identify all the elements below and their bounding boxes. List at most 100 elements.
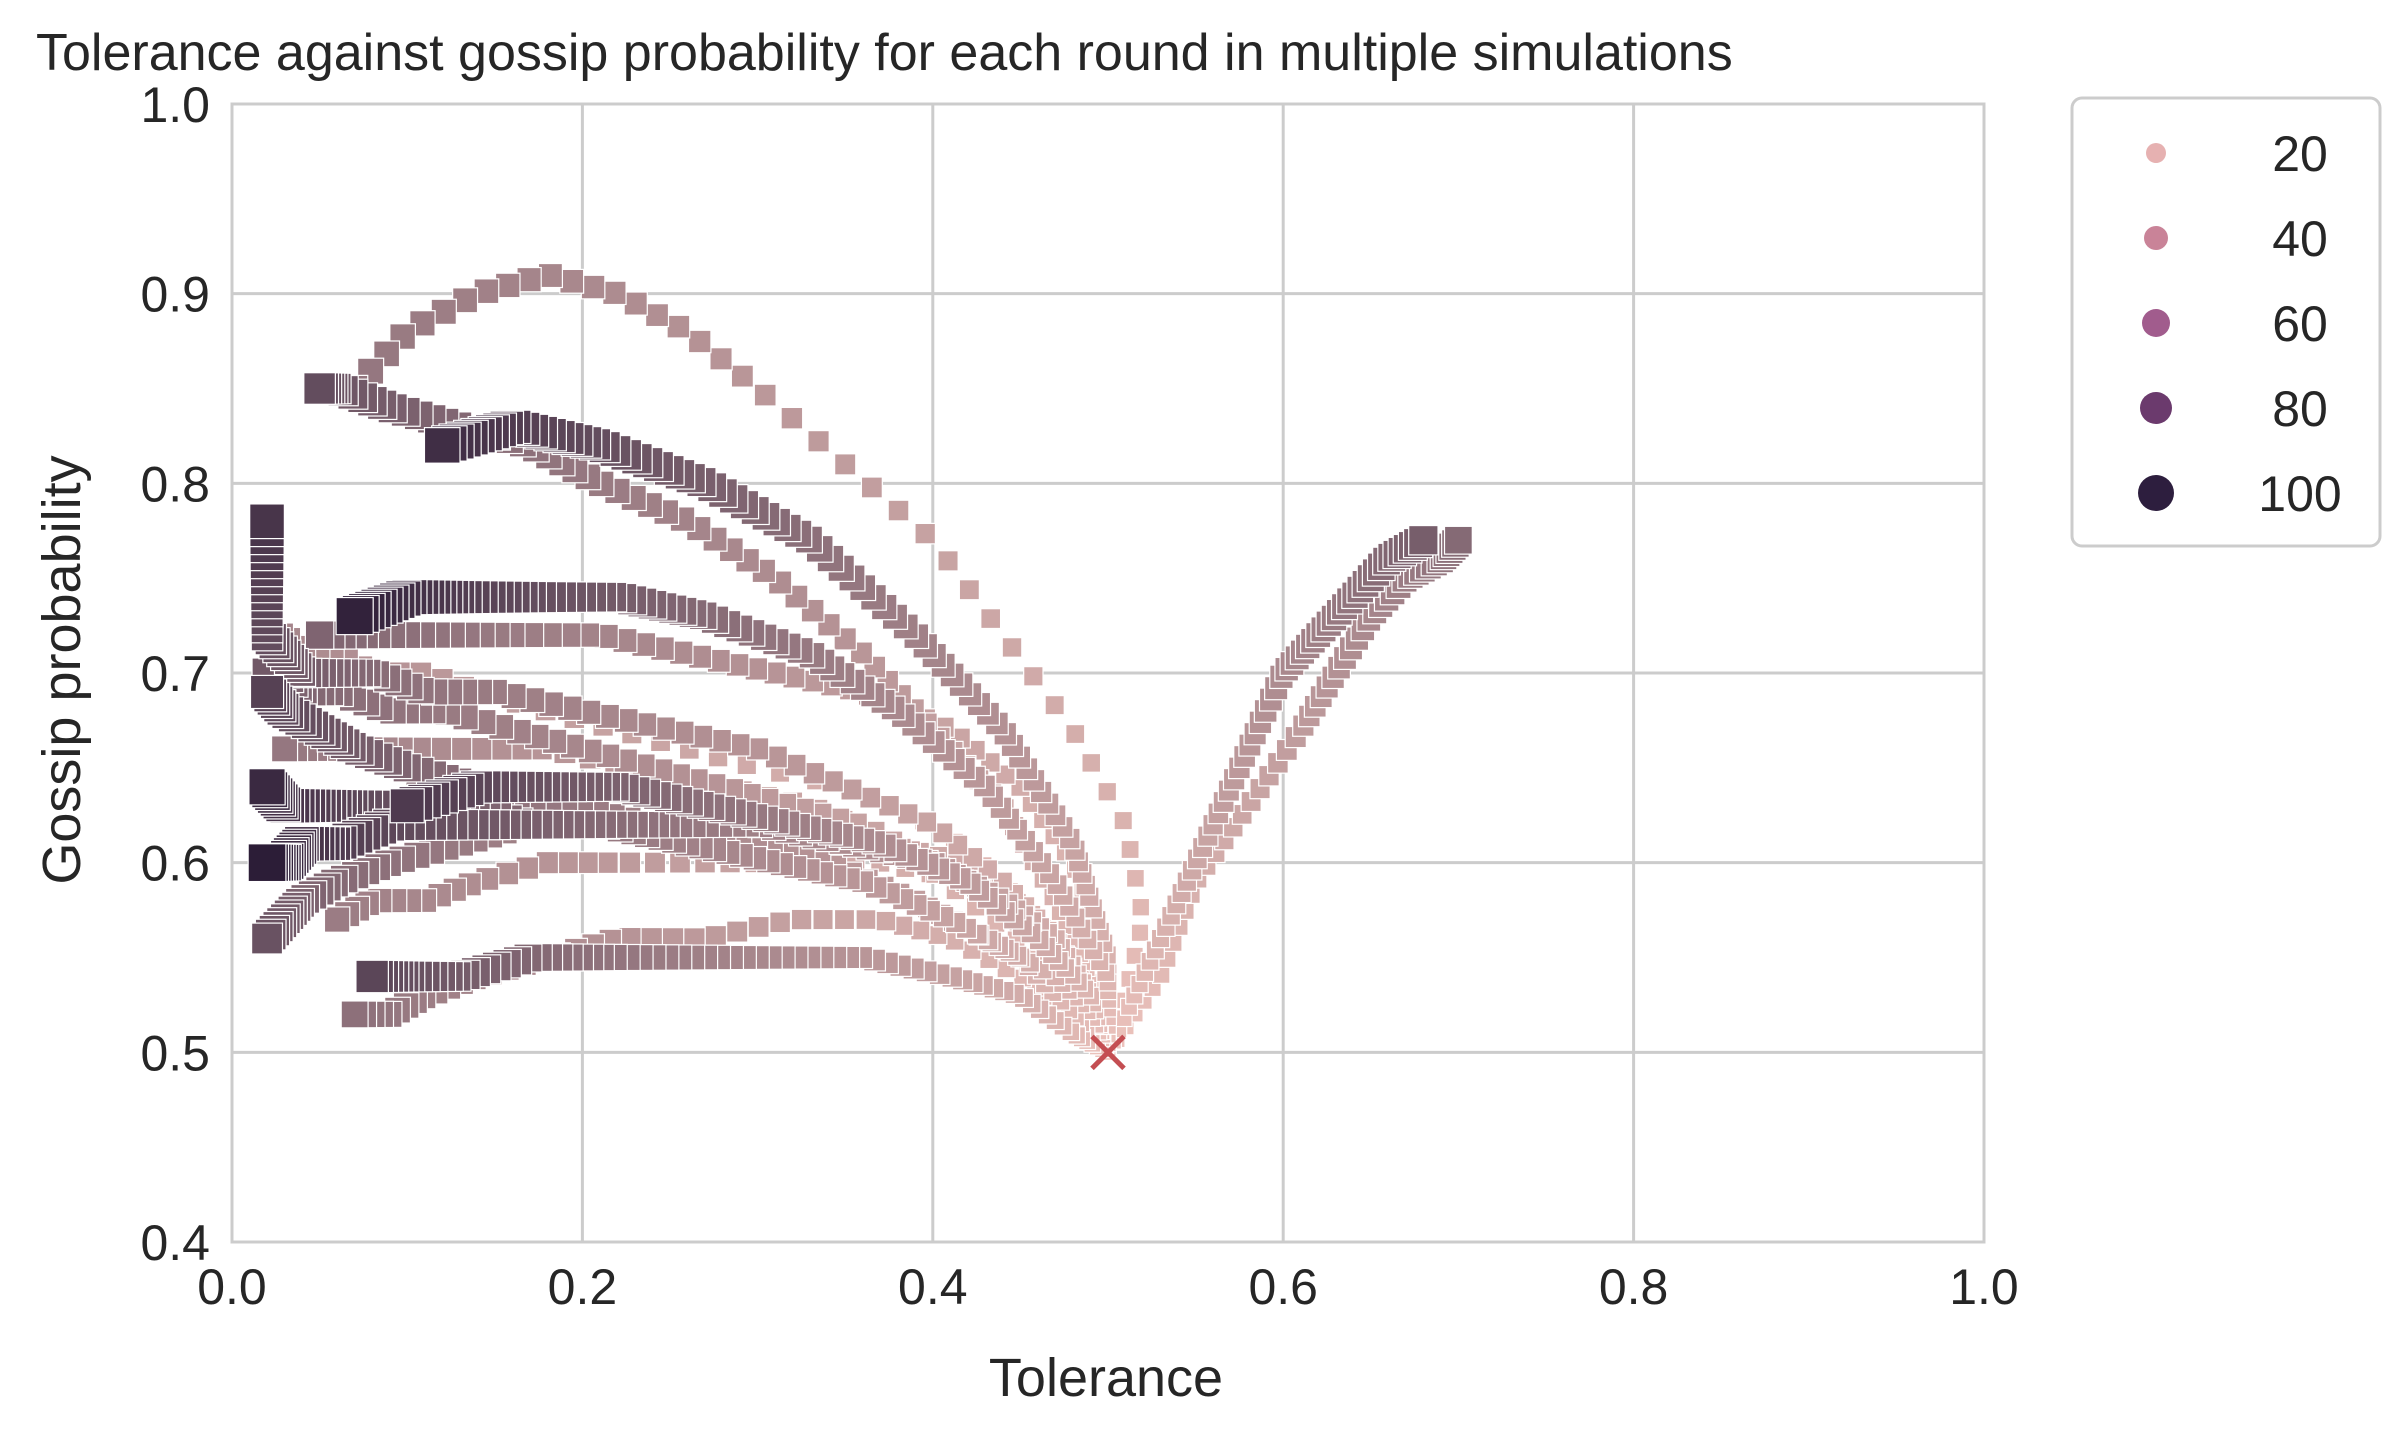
data-point: [494, 272, 521, 299]
legend-marker: [2142, 309, 2170, 337]
data-point: [878, 794, 900, 817]
data-point: [747, 915, 770, 938]
data-point: [932, 822, 954, 844]
data-point: [643, 851, 667, 874]
plot-frame: [230, 102, 1986, 1244]
data-point: [303, 372, 336, 405]
data-point: [596, 851, 619, 875]
data-point: [1130, 923, 1150, 943]
data-point: [840, 778, 863, 801]
data-point: [559, 268, 585, 294]
legend-label: 40: [2272, 211, 2328, 267]
chart-title: Tolerance against gossip probability for…: [36, 24, 1733, 82]
data-point: [790, 908, 813, 931]
data-point: [687, 329, 712, 354]
x-axis-label: Tolerance: [989, 1348, 1223, 1408]
start-marker: [1090, 1034, 1126, 1071]
x-tick-label: 0.4: [898, 1259, 968, 1315]
data-point: [915, 811, 938, 833]
data-point: [1131, 897, 1151, 917]
data-point: [249, 674, 285, 710]
data-point: [807, 430, 830, 453]
y-tick-label: 0.7: [140, 646, 210, 702]
data-point: [1113, 810, 1133, 831]
legend-marker: [2144, 226, 2168, 250]
data-point: [340, 1000, 369, 1029]
start-point-stroke-b: [1090, 1034, 1126, 1071]
data-point: [575, 851, 599, 875]
y-tick-label: 0.4: [140, 1215, 210, 1271]
data-point: [357, 357, 385, 385]
x-tick-label: 0.2: [548, 1259, 618, 1315]
data-point: [304, 620, 335, 650]
x-tick-label: 1.0: [1949, 1259, 2019, 1315]
data-point: [937, 550, 959, 572]
data-point: [1065, 723, 1086, 745]
data-point: [860, 476, 883, 499]
data-point: [1120, 839, 1140, 860]
grid: [230, 102, 1986, 1244]
data-point: [896, 803, 919, 825]
data-point: [1081, 752, 1102, 773]
y-tick-label: 0.9: [140, 267, 210, 323]
data-marks: [247, 262, 1473, 1061]
data-point: [250, 922, 284, 955]
data-point: [834, 453, 857, 476]
data-point: [1001, 637, 1023, 658]
data-point: [270, 735, 299, 763]
data-point: [335, 596, 374, 636]
x-tick-label: 0.0: [197, 1259, 267, 1315]
data-point: [645, 303, 670, 328]
data-point: [730, 364, 754, 388]
legend-marker: [2140, 392, 2172, 424]
data-point: [812, 908, 834, 931]
data-point: [859, 786, 882, 809]
data-point: [537, 262, 564, 289]
data-point: [602, 280, 627, 306]
x-tick-label: 0.6: [1248, 1259, 1318, 1315]
data-point: [769, 911, 792, 934]
data-point: [355, 959, 389, 994]
data-point: [618, 851, 642, 874]
data-point: [726, 920, 749, 943]
data-point: [555, 851, 579, 875]
y-tick-label: 0.8: [140, 456, 210, 512]
data-point: [580, 274, 606, 300]
data-point: [1097, 781, 1118, 802]
data-point: [753, 383, 777, 407]
data-point: [248, 768, 286, 806]
data-point: [875, 910, 897, 932]
legend-label: 100: [2258, 466, 2341, 522]
data-point: [833, 908, 856, 931]
legend-box: [2070, 96, 2382, 548]
data-point: [473, 278, 500, 305]
data-point: [515, 856, 540, 880]
data-point: [323, 906, 351, 933]
data-point: [468, 736, 493, 761]
data-point: [887, 499, 910, 522]
y-tick-label: 0.5: [140, 1025, 210, 1081]
data-point: [709, 347, 733, 371]
legend-label: 20: [2272, 126, 2328, 182]
legend-label: 80: [2272, 381, 2328, 437]
data-point: [389, 788, 425, 824]
axes-frame: [230, 102, 1986, 1244]
data-point: [1443, 525, 1473, 555]
legend-marker: [2146, 143, 2166, 163]
data-point: [914, 522, 937, 545]
data-point: [1125, 868, 1145, 888]
data-point: [855, 909, 877, 931]
legend-marker: [2138, 475, 2174, 511]
data-point: [1044, 695, 1065, 716]
data-point: [535, 850, 560, 875]
data-point: [1023, 666, 1044, 687]
data-point: [1408, 524, 1439, 556]
data-point: [892, 915, 914, 937]
y-axis-label: Gossip probability: [32, 455, 92, 884]
data-point: [780, 406, 804, 430]
legend: 20 40 60 80 100: [2070, 96, 2382, 548]
legend-label: 60: [2272, 296, 2328, 352]
data-point: [704, 924, 728, 948]
